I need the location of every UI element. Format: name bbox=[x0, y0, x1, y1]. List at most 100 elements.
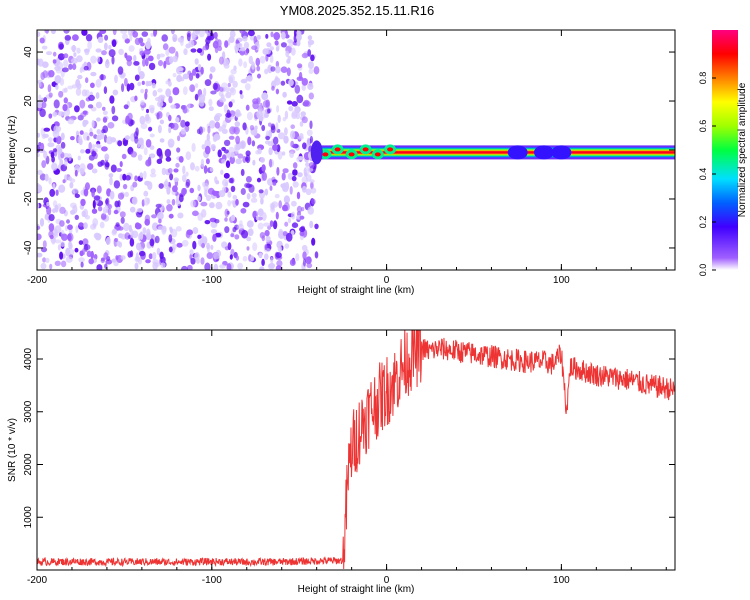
noise-speckle bbox=[79, 67, 83, 74]
noise-speckle bbox=[59, 206, 66, 214]
noise-speckle bbox=[80, 261, 84, 268]
noise-speckle bbox=[161, 167, 167, 176]
noise-speckle bbox=[78, 240, 84, 246]
noise-speckle bbox=[265, 235, 271, 243]
noise-speckle bbox=[79, 163, 86, 172]
noise-speckle bbox=[209, 73, 213, 80]
noise-speckle bbox=[291, 222, 299, 228]
noise-speckle bbox=[45, 155, 50, 165]
noise-speckle bbox=[256, 65, 261, 72]
noise-speckle bbox=[109, 190, 115, 200]
noise-speckle bbox=[275, 252, 282, 259]
noise-speckle bbox=[270, 206, 276, 213]
noise-speckle bbox=[112, 89, 119, 96]
noise-speckle bbox=[273, 136, 279, 145]
noise-speckle bbox=[242, 255, 248, 262]
noise-speckle bbox=[59, 77, 65, 86]
noise-speckle bbox=[157, 225, 165, 230]
noise-speckle bbox=[168, 56, 174, 64]
colorbar-tick-label: 0.0 bbox=[698, 264, 708, 277]
noise-speckle bbox=[48, 177, 52, 185]
noise-speckle bbox=[249, 125, 255, 131]
noise-speckle bbox=[67, 224, 73, 230]
noise-speckle bbox=[301, 185, 307, 193]
noise-speckle bbox=[65, 256, 73, 263]
y-tick-label: -20 bbox=[23, 191, 34, 206]
noise-speckle bbox=[296, 63, 303, 69]
noise-speckle bbox=[223, 63, 230, 69]
noise-speckle bbox=[48, 70, 55, 78]
signal-band-blob bbox=[507, 145, 528, 160]
noise-speckle bbox=[103, 252, 109, 260]
noise-speckle bbox=[286, 58, 291, 64]
noise-speckle bbox=[284, 243, 290, 249]
noise-speckle bbox=[269, 54, 274, 63]
noise-speckle bbox=[194, 58, 199, 65]
noise-speckle bbox=[215, 201, 223, 210]
noise-speckle bbox=[269, 220, 274, 228]
noise-speckle bbox=[291, 175, 297, 182]
noise-speckle bbox=[265, 135, 271, 141]
noise-speckle bbox=[196, 48, 203, 54]
noise-speckle bbox=[302, 251, 307, 260]
noise-speckle bbox=[242, 35, 248, 42]
noise-speckle bbox=[37, 202, 40, 209]
noise-speckle bbox=[267, 263, 275, 270]
noise-speckle bbox=[227, 191, 232, 198]
noise-speckle bbox=[222, 179, 229, 187]
noise-speckle bbox=[276, 260, 283, 267]
noise-speckle bbox=[148, 153, 156, 159]
noise-speckle bbox=[245, 176, 252, 183]
noise-speckle bbox=[146, 108, 149, 114]
noise-speckle bbox=[296, 191, 301, 200]
noise-speckle bbox=[137, 65, 141, 74]
noise-speckle bbox=[165, 156, 172, 162]
noise-speckle bbox=[275, 88, 280, 95]
noise-speckle bbox=[255, 57, 261, 67]
noise-speckle bbox=[37, 252, 43, 258]
noise-speckle bbox=[225, 91, 232, 99]
noise-speckle bbox=[157, 111, 163, 119]
noise-speckle bbox=[90, 55, 97, 64]
noise-speckle bbox=[121, 83, 125, 92]
noise-speckle bbox=[87, 163, 94, 170]
noise-speckle bbox=[114, 200, 120, 208]
noise-speckle bbox=[311, 198, 316, 205]
noise-speckle bbox=[74, 193, 81, 198]
colorbar-ticks: 0.0 0.2 0.4 0.6 0.8 bbox=[698, 72, 716, 277]
noise-speckle bbox=[96, 144, 102, 149]
noise-speckle bbox=[45, 257, 50, 263]
noise-speckle bbox=[170, 30, 175, 35]
noise-speckle bbox=[289, 151, 294, 159]
noise-speckle bbox=[108, 173, 114, 178]
noise-speckle bbox=[264, 229, 270, 237]
noise-speckle bbox=[141, 31, 149, 37]
noise-speckle bbox=[102, 110, 108, 116]
noise-speckle bbox=[239, 90, 243, 95]
noise-speckle bbox=[162, 43, 169, 51]
noise-speckle bbox=[74, 105, 80, 113]
noise-speckle bbox=[257, 222, 264, 230]
noise-speckle bbox=[107, 204, 113, 210]
noise-speckle bbox=[152, 252, 157, 260]
noise-speckle bbox=[310, 181, 314, 190]
noise-speckle bbox=[291, 101, 298, 107]
noise-speckle bbox=[228, 76, 233, 84]
y-tick-label: 40 bbox=[23, 46, 34, 58]
noise-speckle bbox=[71, 189, 76, 196]
noise-speckle bbox=[158, 183, 164, 189]
noise-speckle bbox=[68, 242, 73, 250]
noise-speckle bbox=[212, 82, 218, 90]
noise-speckle bbox=[197, 184, 201, 192]
noise-speckle bbox=[112, 30, 117, 36]
noise-speckle bbox=[290, 47, 296, 56]
spectrogram-signal-band bbox=[310, 140, 675, 165]
noise-speckle bbox=[117, 192, 125, 200]
noise-speckle bbox=[294, 84, 301, 94]
snr-y-axis-label: SNR (10 * v/v) bbox=[7, 418, 18, 482]
noise-speckle bbox=[171, 198, 176, 206]
noise-speckle bbox=[308, 42, 312, 48]
noise-speckle bbox=[201, 242, 206, 249]
noise-speckle bbox=[208, 120, 216, 129]
noise-speckle bbox=[167, 138, 175, 148]
